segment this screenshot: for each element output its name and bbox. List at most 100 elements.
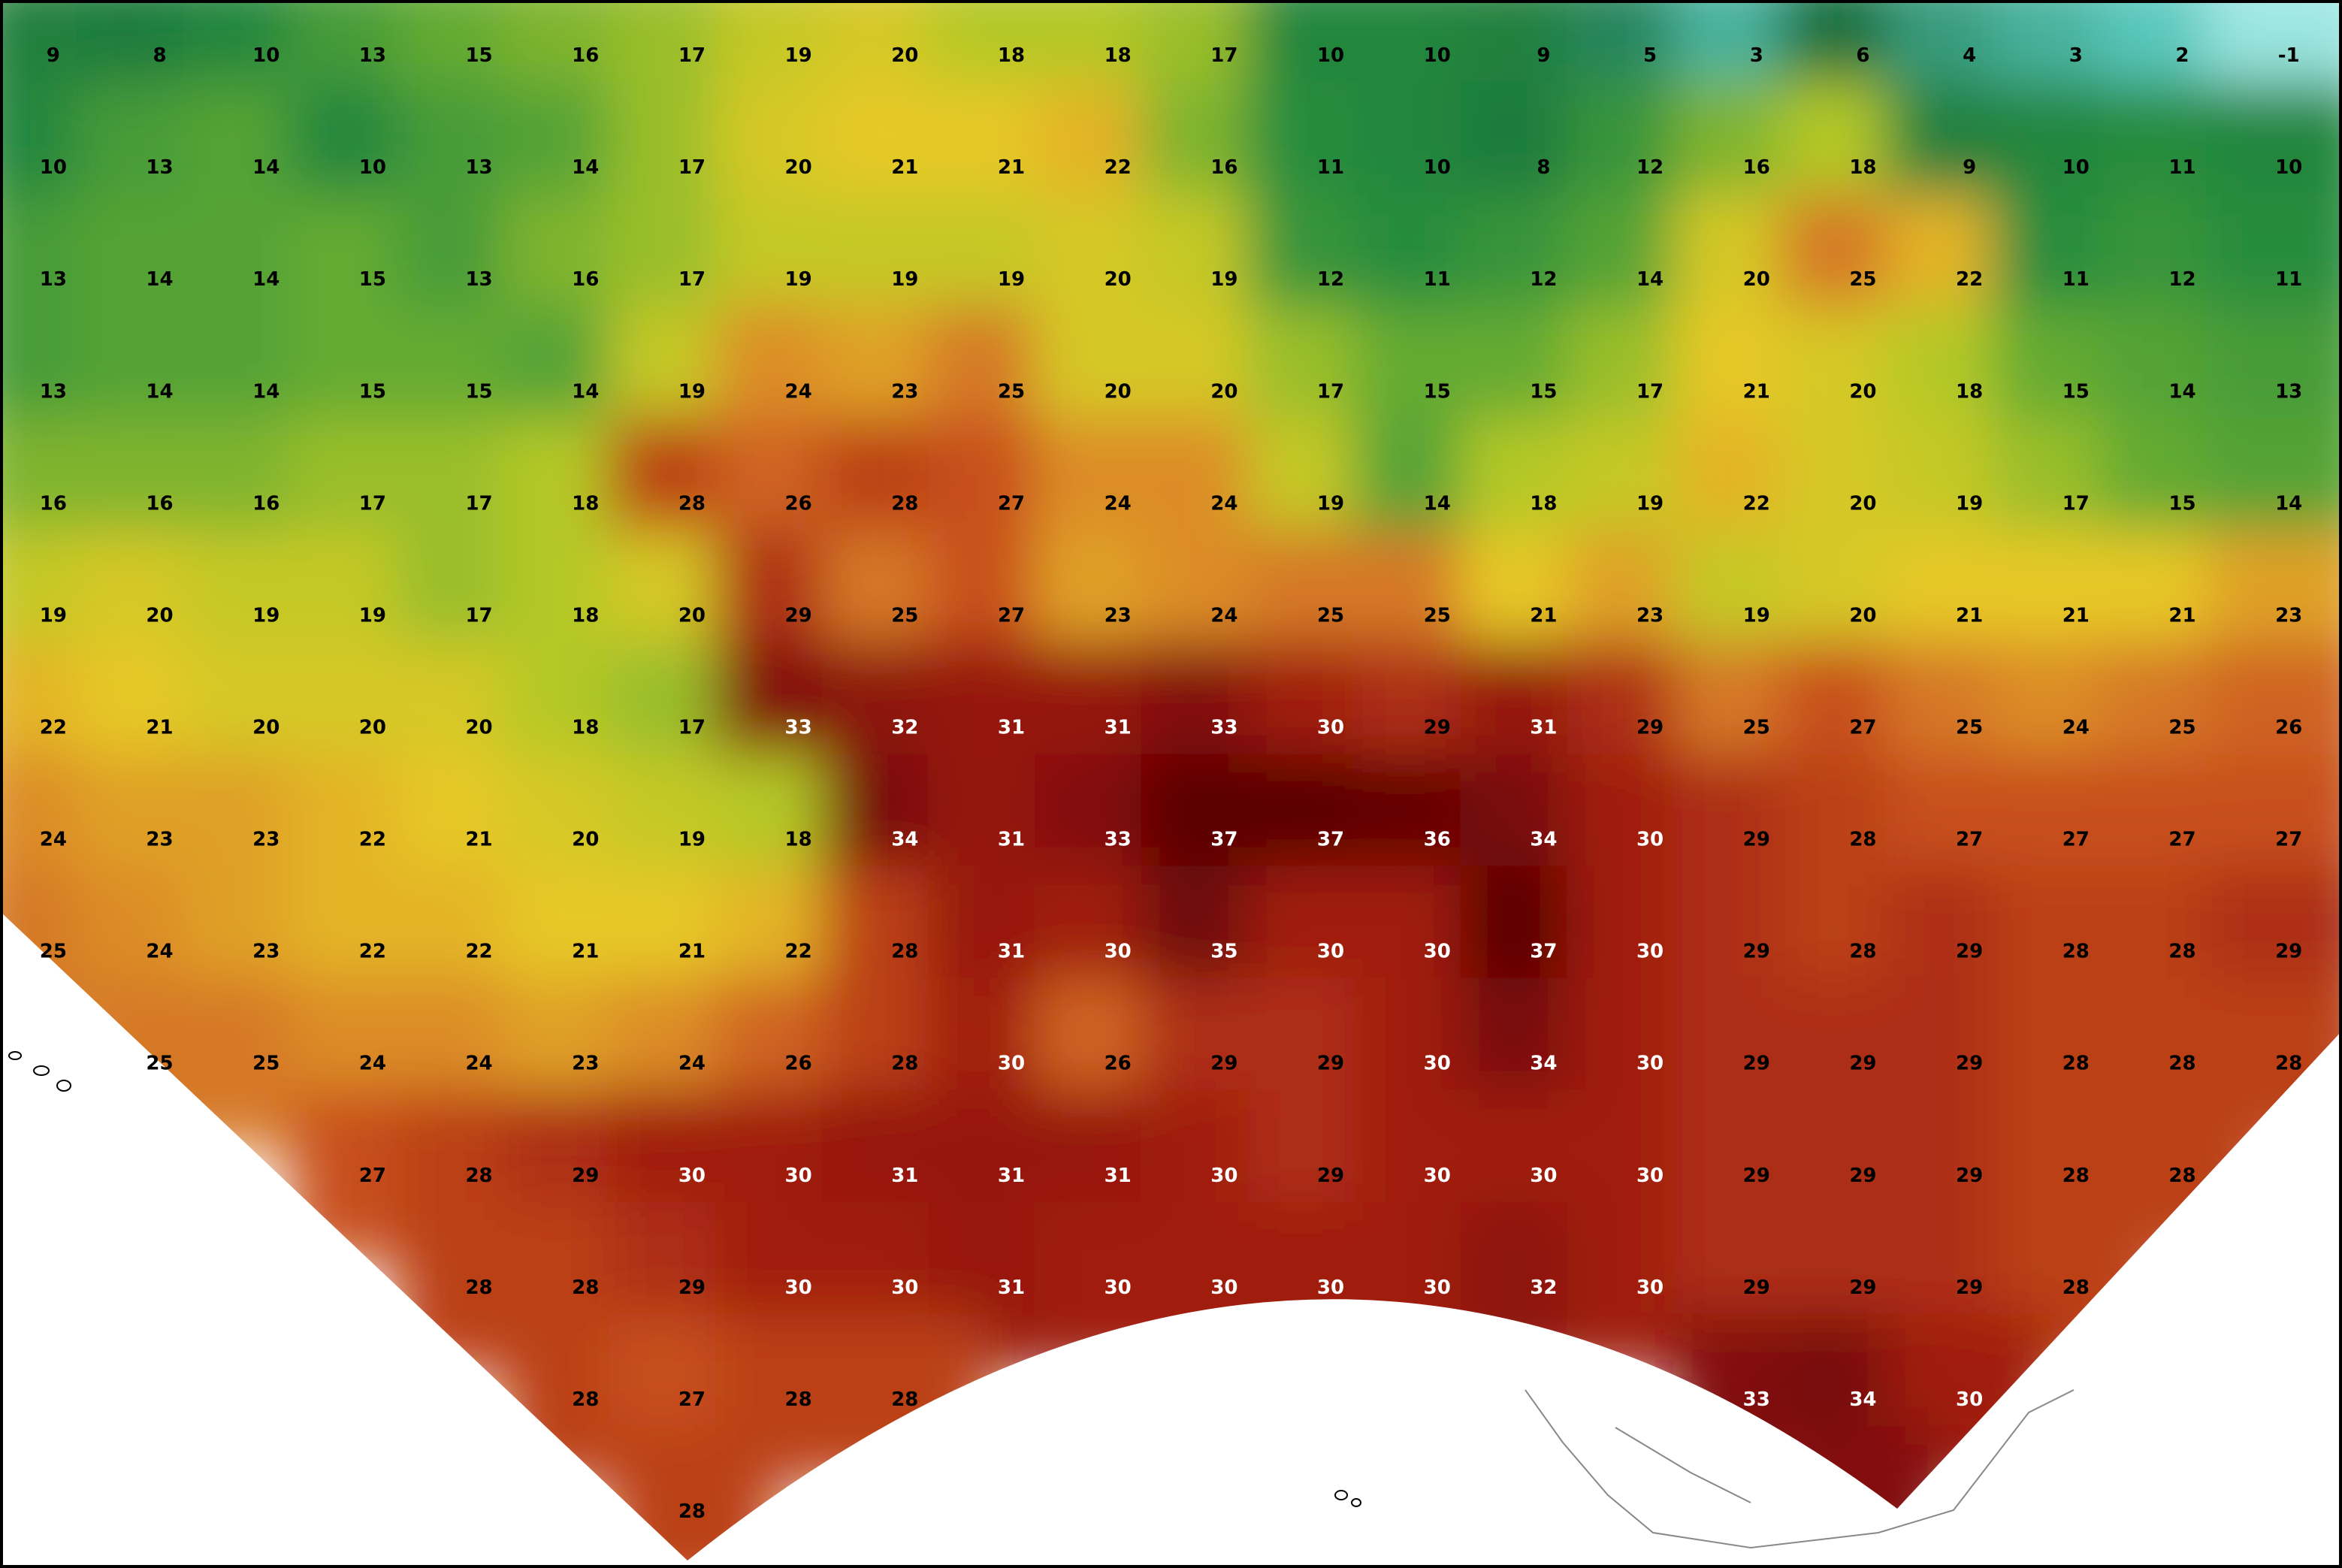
temperature-label: 31 xyxy=(998,716,1025,739)
temperature-label: 30 xyxy=(1530,1165,1557,1187)
temperature-label: 19 xyxy=(1317,492,1344,515)
temperature-label: 25 xyxy=(1956,716,1983,739)
temperature-label: 19 xyxy=(1636,492,1664,515)
temperature-label: 30 xyxy=(1210,1165,1237,1187)
temperature-label: 23 xyxy=(252,829,280,851)
temperature-label: 17 xyxy=(465,492,492,515)
south-america-outline xyxy=(1525,1389,2075,1549)
temperature-label: 13 xyxy=(2275,380,2302,403)
temperature-label: 19 xyxy=(1743,604,1770,627)
temperature-label: 10 xyxy=(252,44,280,67)
temperature-label: 20 xyxy=(1105,380,1132,403)
temperature-label: 14 xyxy=(252,156,280,179)
temperature-label: 33 xyxy=(1849,1500,1876,1523)
temperature-label: 30 xyxy=(1636,829,1664,851)
temperature-label: 18 xyxy=(1530,492,1557,515)
temperature-label: 30 xyxy=(1424,941,1451,963)
temperature-label: 22 xyxy=(359,941,386,963)
temperature-label: 14 xyxy=(252,268,280,291)
temperature-label: 17 xyxy=(359,492,386,515)
temperature-label: 31 xyxy=(891,1165,918,1187)
temperature-label: 28 xyxy=(678,492,706,515)
temperature-label: 25 xyxy=(891,604,918,627)
temperature-label: 30 xyxy=(1636,1276,1664,1299)
temperature-label: 28 xyxy=(2168,941,2195,963)
temperature-label: 11 xyxy=(2062,268,2090,291)
temperature-label: 17 xyxy=(1210,44,1237,67)
temperature-label: 27 xyxy=(1956,829,1983,851)
temperature-label: 24 xyxy=(1210,604,1237,627)
temperature-label: 20 xyxy=(465,716,492,739)
temperature-label: 17 xyxy=(678,268,706,291)
temperature-label: 11 xyxy=(1424,268,1451,291)
temperature-label: 19 xyxy=(252,604,280,627)
temperature-label: 28 xyxy=(1849,941,1876,963)
temperature-label: 33 xyxy=(1210,716,1237,739)
temperature-label: 15 xyxy=(359,380,386,403)
temperature-label: 32 xyxy=(891,716,918,739)
temperature-label: 14 xyxy=(572,156,599,179)
temperature-label: 29 xyxy=(1210,1053,1237,1075)
temperature-label: 13 xyxy=(40,268,67,291)
temperature-label: 25 xyxy=(1849,268,1876,291)
temperature-label: 19 xyxy=(359,604,386,627)
temperature-label: 20 xyxy=(359,716,386,739)
temperature-label: 23 xyxy=(572,1053,599,1075)
temperature-label: 30 xyxy=(1636,1165,1664,1187)
temperature-label: 24 xyxy=(146,941,173,963)
temperature-label: 3 xyxy=(1750,44,1763,67)
temperature-label: 22 xyxy=(40,716,67,739)
temperature-label: 30 xyxy=(1317,1276,1344,1299)
temperature-label: 29 xyxy=(1956,1165,1983,1187)
temperature-label: 29 xyxy=(1849,1053,1876,1075)
temperature-label: 19 xyxy=(1956,492,1983,515)
temperature-label: 19 xyxy=(1210,268,1237,291)
temperature-label: 12 xyxy=(1317,268,1344,291)
temperature-label: 22 xyxy=(465,941,492,963)
temperature-label: 13 xyxy=(146,156,173,179)
temperature-label: 29 xyxy=(1743,1165,1770,1187)
temperature-label: 20 xyxy=(678,604,706,627)
temperature-label: 29 xyxy=(1849,1165,1876,1187)
temperature-label: 21 xyxy=(998,156,1025,179)
temperature-label: 30 xyxy=(1424,1053,1451,1075)
temperature-label: 28 xyxy=(891,1053,918,1075)
temperature-label: 37 xyxy=(1317,829,1344,851)
temperature-label: 11 xyxy=(2275,268,2302,291)
temperature-label: 28 xyxy=(2062,1276,2090,1299)
temperature-label: 28 xyxy=(678,1500,706,1523)
temperature-label: 10 xyxy=(2275,156,2302,179)
temperature-label: 20 xyxy=(1210,380,1237,403)
temperature-label: 10 xyxy=(1424,156,1451,179)
temperature-label: 22 xyxy=(1743,492,1770,515)
temperature-label: 27 xyxy=(2275,829,2302,851)
temperature-label: 18 xyxy=(572,492,599,515)
temperature-label: 34 xyxy=(1530,829,1557,851)
temperature-label: 17 xyxy=(1636,380,1664,403)
temperature-label: 37 xyxy=(1210,829,1237,851)
temperature-label: 22 xyxy=(1956,268,1983,291)
temperature-label: 32 xyxy=(1530,1276,1557,1299)
temperature-label: 14 xyxy=(1424,492,1451,515)
temperature-label: 25 xyxy=(252,1053,280,1075)
temperature-label: 29 xyxy=(1849,1276,1876,1299)
temperature-label: 15 xyxy=(359,268,386,291)
temperature-label: 30 xyxy=(1317,716,1344,739)
temperature-label: 16 xyxy=(252,492,280,515)
temperature-label: 15 xyxy=(1530,380,1557,403)
temperature-label: 27 xyxy=(2168,829,2195,851)
temperature-label: 15 xyxy=(2168,492,2195,515)
islands xyxy=(8,1051,1361,1507)
temperature-label: 28 xyxy=(572,1388,599,1411)
temperature-label: 22 xyxy=(1105,156,1132,179)
temperature-label: 21 xyxy=(146,716,173,739)
temperature-label: 30 xyxy=(785,1165,812,1187)
temperature-label: 15 xyxy=(465,380,492,403)
temperature-label: 20 xyxy=(146,604,173,627)
temperature-label: 27 xyxy=(359,1165,386,1187)
temperature-label: 6 xyxy=(1856,44,1869,67)
temperature-label: 14 xyxy=(146,380,173,403)
temperature-label: 26 xyxy=(785,492,812,515)
temperature-label: 24 xyxy=(2062,716,2090,739)
